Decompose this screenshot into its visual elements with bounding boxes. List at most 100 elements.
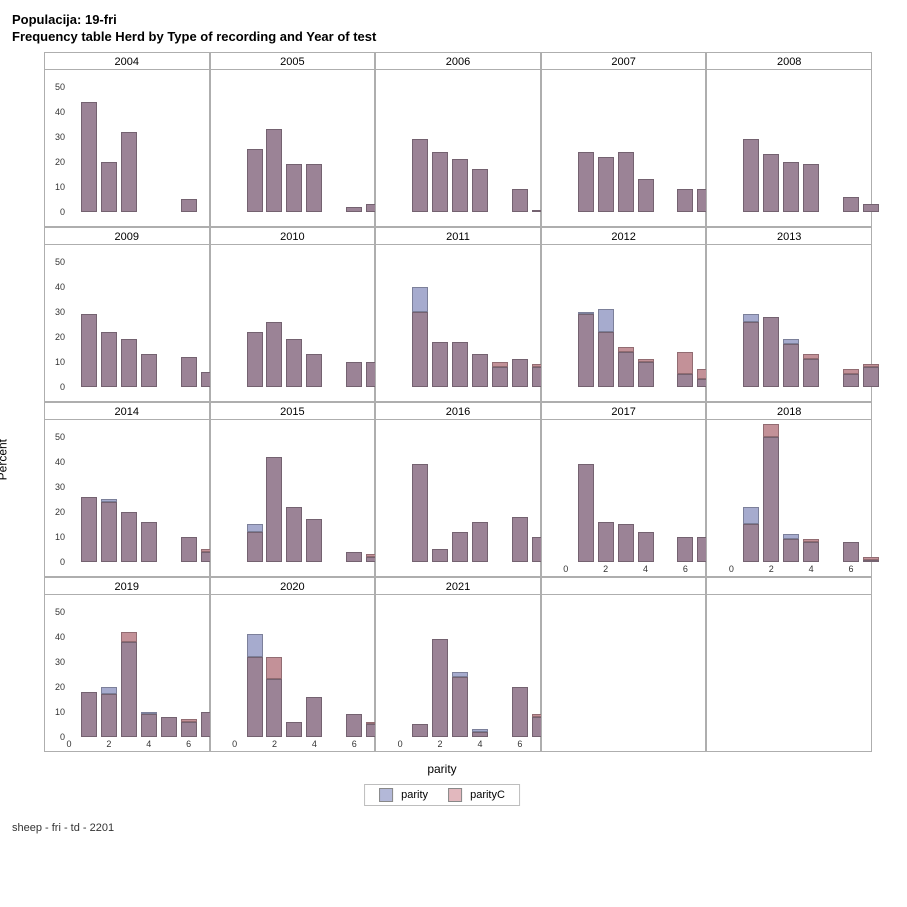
panel-body [541, 245, 707, 402]
bar-parity [247, 524, 263, 532]
bar-overlap [161, 717, 177, 737]
panel-header: 2012 [541, 227, 707, 245]
bar-overlap [512, 359, 528, 387]
bar-overlap [286, 507, 302, 562]
legend-label-parityc: parityC [470, 789, 505, 801]
legend-swatch-parity [379, 788, 393, 802]
y-axis-label: Percent [0, 439, 10, 480]
bar-overlap [452, 677, 468, 737]
bar-overlap [286, 722, 302, 737]
panel-body [375, 70, 541, 227]
panel: 2011 [375, 227, 541, 402]
bar-overlap [81, 102, 97, 212]
panel-body [210, 70, 376, 227]
panel-header [541, 577, 707, 595]
bar-overlap [247, 657, 263, 737]
panel-header [706, 577, 872, 595]
bar-overlap [306, 519, 322, 562]
bar-overlap [803, 164, 819, 212]
panel: 2015 [210, 402, 376, 577]
bar-overlap [618, 352, 634, 387]
panel [706, 577, 872, 752]
bar-overlap [783, 539, 799, 562]
bar-overlap [346, 552, 362, 562]
bar-overlap [803, 359, 819, 387]
bar-overlap [783, 162, 799, 212]
bar-overlap [81, 497, 97, 562]
panel-header: 2017 [541, 402, 707, 420]
panel: 2019010203040500246 [44, 577, 210, 752]
bar-parityC [863, 557, 879, 560]
bar-parityC [618, 347, 634, 352]
bar-parity [247, 634, 263, 657]
chart-title-line2: Frequency table Herd by Type of recordin… [12, 29, 895, 44]
bar-overlap [412, 312, 428, 387]
panel-body: 0246 [210, 595, 376, 752]
panel-body: 01020304050 [44, 245, 210, 402]
bar-overlap [412, 139, 428, 212]
bar-overlap [472, 354, 488, 387]
bar-overlap [141, 714, 157, 737]
bar-overlap [618, 152, 634, 212]
bar-overlap [266, 679, 282, 737]
panel: 20200246 [210, 577, 376, 752]
panel-body: 0246 [375, 595, 541, 752]
panel-header: 2016 [375, 402, 541, 420]
panel-body [706, 245, 872, 402]
bar-overlap [763, 317, 779, 387]
bar-overlap [181, 537, 197, 562]
bar-overlap [472, 169, 488, 212]
bar-overlap [843, 197, 859, 212]
bar-overlap [286, 339, 302, 387]
bar-overlap [763, 154, 779, 212]
bar-overlap [181, 357, 197, 387]
bar-parity [472, 729, 488, 732]
bar-overlap [863, 204, 879, 212]
panel-body: 0246 [541, 420, 707, 577]
panel: 20180246 [706, 402, 872, 577]
bar-overlap [432, 152, 448, 212]
bar-overlap [452, 342, 468, 387]
panel-header: 2010 [210, 227, 376, 245]
bar-parityC [492, 362, 508, 367]
bar-overlap [578, 152, 594, 212]
bar-overlap [638, 179, 654, 212]
bar-overlap [512, 189, 528, 212]
legend-label-parity: parity [401, 789, 428, 801]
bar-parityC [803, 354, 819, 359]
bar-overlap [266, 322, 282, 387]
bar-overlap [346, 714, 362, 737]
bar-parity [101, 499, 117, 502]
bar-overlap [101, 332, 117, 387]
bar-overlap [743, 139, 759, 212]
legend: parity parityC [364, 784, 520, 806]
panel: 2008 [706, 52, 872, 227]
bar-parityC [863, 364, 879, 367]
bar-overlap [677, 374, 693, 387]
panel-body: 010203040500246 [44, 595, 210, 752]
panel: 2005 [210, 52, 376, 227]
panel-body: 01020304050 [44, 420, 210, 577]
panel: 2012 [541, 227, 707, 402]
panel-header: 2004 [44, 52, 210, 70]
panel-header: 2006 [375, 52, 541, 70]
bar-overlap [743, 322, 759, 387]
bar-parity [101, 687, 117, 695]
bar-overlap [181, 722, 197, 737]
panel-header: 2014 [44, 402, 210, 420]
panel-body [706, 595, 872, 752]
bar-overlap [81, 314, 97, 387]
panel: 2010 [210, 227, 376, 402]
panel: 200901020304050 [44, 227, 210, 402]
panel-body: 01020304050 [44, 70, 210, 227]
bar-overlap [578, 464, 594, 562]
panel-header: 2013 [706, 227, 872, 245]
panel: 2016 [375, 402, 541, 577]
panel-header: 2019 [44, 577, 210, 595]
bar-overlap [286, 164, 302, 212]
bar-overlap [266, 129, 282, 212]
bar-overlap [306, 697, 322, 737]
bar-overlap [81, 692, 97, 737]
bar-overlap [412, 724, 428, 737]
panel: 20210246 [375, 577, 541, 752]
